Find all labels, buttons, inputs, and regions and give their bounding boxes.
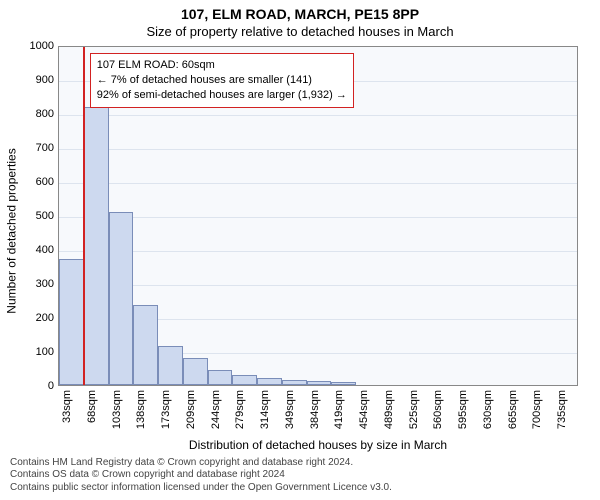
y-tick-label: 200 (24, 312, 54, 324)
plot-area: 107 ELM ROAD: 60sqm ← 7% of detached hou… (58, 46, 578, 386)
gridline (59, 251, 577, 252)
annotation-line3: 92% of semi-detached houses are larger (… (97, 88, 347, 103)
x-tick-label: 209sqm (185, 390, 197, 429)
histogram-bar (307, 381, 332, 385)
footer-line3: Contains public sector information licen… (10, 482, 590, 495)
marker-line (83, 47, 85, 385)
annotation-line2: ← 7% of detached houses are smaller (141… (97, 73, 347, 88)
footer-line2: Contains OS data © Crown copyright and d… (10, 469, 590, 482)
x-tick-label: 419sqm (333, 390, 345, 429)
histogram-bar (183, 358, 208, 385)
x-tick-label: 138sqm (135, 390, 147, 429)
x-axis-label: Distribution of detached houses by size … (58, 438, 578, 452)
y-tick-label: 0 (24, 380, 54, 392)
x-tick-label: 454sqm (358, 390, 370, 429)
histogram-bar (84, 107, 109, 385)
y-tick-label: 300 (24, 278, 54, 290)
x-tick-label: 279sqm (234, 390, 246, 429)
x-tick-label: 525sqm (408, 390, 420, 429)
x-tick-label: 33sqm (61, 390, 73, 423)
chart-area: 107 ELM ROAD: 60sqm ← 7% of detached hou… (58, 46, 578, 416)
y-ticks: 01002003004005006007008009001000 (24, 46, 54, 386)
x-tick-label: 595sqm (457, 390, 469, 429)
gridline (59, 149, 577, 150)
histogram-bar (282, 380, 307, 385)
y-tick-label: 900 (24, 74, 54, 86)
histogram-bar (331, 382, 356, 385)
footer: Contains HM Land Registry data © Crown c… (10, 457, 590, 495)
histogram-bar (158, 346, 183, 385)
x-tick-label: 173sqm (160, 390, 172, 429)
gridline (59, 115, 577, 116)
page-subtitle: Size of property relative to detached ho… (0, 22, 600, 43)
gridline (59, 285, 577, 286)
histogram-bar (232, 375, 257, 385)
histogram-bar (133, 305, 158, 385)
x-tick-label: 700sqm (531, 390, 543, 429)
y-axis-label: Number of detached properties (4, 46, 20, 416)
y-tick-label: 400 (24, 244, 54, 256)
x-tick-label: 630sqm (482, 390, 494, 429)
annotation-box: 107 ELM ROAD: 60sqm ← 7% of detached hou… (90, 53, 354, 108)
x-tick-label: 349sqm (284, 390, 296, 429)
gridline (59, 183, 577, 184)
x-tick-label: 384sqm (309, 390, 321, 429)
gridline (59, 217, 577, 218)
y-tick-label: 600 (24, 176, 54, 188)
x-tick-label: 103sqm (111, 390, 123, 429)
y-tick-label: 700 (24, 142, 54, 154)
histogram-bar (257, 378, 282, 385)
chart-container: 107, ELM ROAD, MARCH, PE15 8PP Size of p… (0, 0, 600, 500)
x-ticks: 33sqm 68sqm 103sqm 138sqm 173sqm 209sqm 244sqm… (58, 386, 578, 436)
y-tick-label: 800 (24, 108, 54, 120)
page-title: 107, ELM ROAD, MARCH, PE15 8PP (0, 0, 600, 22)
histogram-bar (208, 370, 233, 385)
x-tick-label: 560sqm (432, 390, 444, 429)
x-tick-label: 314sqm (259, 390, 271, 429)
y-tick-label: 500 (24, 210, 54, 222)
x-tick-label: 68sqm (86, 390, 98, 423)
y-tick-label: 1000 (24, 40, 54, 52)
histogram-bar (109, 212, 134, 385)
annotation-line1: 107 ELM ROAD: 60sqm (97, 58, 347, 73)
x-tick-label: 489sqm (383, 390, 395, 429)
histogram-bar (59, 259, 84, 385)
x-tick-label: 665sqm (507, 390, 519, 429)
x-tick-label: 735sqm (556, 390, 568, 429)
y-tick-label: 100 (24, 346, 54, 358)
footer-line1: Contains HM Land Registry data © Crown c… (10, 457, 590, 470)
x-tick-label: 244sqm (210, 390, 222, 429)
